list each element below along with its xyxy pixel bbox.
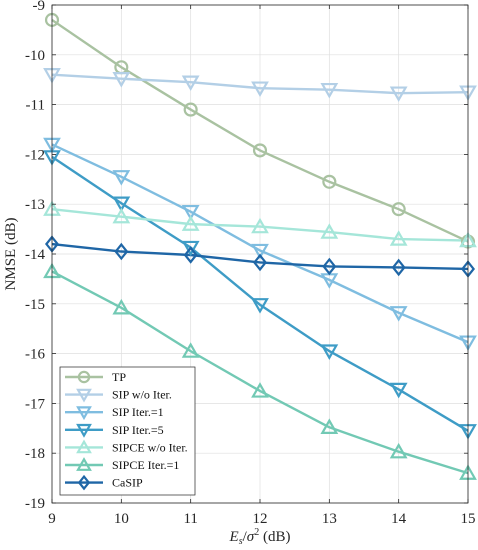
legend-marker — [77, 474, 91, 491]
series-line-6 — [51, 242, 469, 271]
data-point-s0-p5 — [391, 202, 406, 217]
data-point-s4-p5 — [389, 230, 408, 246]
legend-label: SIP Iter.=5 — [112, 423, 164, 437]
series-lines — [51, 18, 469, 475]
legend-label: SIPCE Iter.=1 — [112, 458, 179, 472]
data-point-s5-p5 — [389, 442, 408, 459]
data-point-s3-p4 — [320, 344, 339, 360]
x-tick-label: 11 — [183, 511, 197, 527]
x-tick-label: 13 — [322, 511, 337, 527]
data-point-s1-p3 — [251, 81, 269, 98]
data-point-s4-p3 — [251, 217, 269, 234]
x-tick-label: 14 — [391, 511, 407, 527]
y-tick-label: -14 — [25, 247, 45, 263]
data-point-s0-p3 — [252, 143, 268, 158]
x-label-var: E — [229, 529, 239, 545]
legend-label: SIP w/o Iter. — [112, 388, 172, 402]
data-point-s2-p5 — [389, 306, 408, 322]
legend-marker — [76, 439, 92, 454]
y-tick-label: -10 — [25, 48, 45, 64]
legend-label: TP — [112, 370, 126, 384]
legend-marker — [76, 423, 92, 438]
series-line-2 — [51, 143, 469, 344]
x-label-slash: / — [243, 529, 248, 545]
x-label-sup: 2 — [254, 527, 259, 538]
data-point-s5-p3 — [251, 382, 269, 398]
data-point-s6-p5 — [391, 258, 406, 277]
data-point-s4-p2 — [181, 215, 200, 231]
data-point-s1-p5 — [389, 86, 408, 103]
data-point-s5-p1 — [112, 298, 131, 315]
data-point-s0-p4 — [322, 174, 337, 189]
y-axis-ticks: -9 -10 -11 -12 -13 -14 -15 -16 -17 -18 -19 — [25, 0, 468, 512]
x-axis-label: Es/σ2 (dB) — [229, 527, 291, 547]
data-point-s1-p2 — [181, 75, 200, 92]
data-point-s2-p1 — [112, 170, 131, 186]
legend-label: SIP Iter.=1 — [112, 405, 164, 419]
data-point-s2-p3 — [251, 243, 269, 260]
series-line-5 — [51, 270, 469, 475]
legend-marker — [76, 406, 92, 421]
legend-label: SIPCE w/o Iter. — [112, 440, 188, 454]
data-point-s6-p1 — [114, 242, 129, 261]
y-tick-label: -13 — [25, 197, 45, 213]
y-tick-label: -12 — [25, 147, 45, 163]
legend-label: CaSIP — [112, 476, 143, 490]
x-tick-label: 9 — [48, 511, 56, 527]
y-tick-label: -17 — [25, 396, 45, 412]
data-point-s0-p2 — [183, 102, 198, 117]
x-axis-ticks: 9 10 11 12 13 14 15 — [48, 5, 476, 527]
data-point-s6-p3 — [252, 253, 268, 272]
y-tick-label: -11 — [26, 98, 45, 114]
series-line-4 — [51, 207, 469, 242]
data-point-s4-p4 — [320, 223, 339, 239]
data-point-s1-p1 — [112, 72, 131, 88]
y-tick-label: -19 — [25, 496, 45, 512]
series-line-3 — [51, 155, 469, 432]
y-tick-label: -16 — [25, 347, 45, 363]
y-tick-label: -18 — [25, 446, 45, 462]
series-line-0 — [51, 18, 469, 243]
x-label-unit: (dB) — [259, 529, 290, 545]
data-point-s5-p2 — [181, 342, 200, 358]
data-point-s3-p3 — [251, 298, 269, 314]
x-label-sym: σ — [247, 529, 255, 545]
data-point-s3-p1 — [112, 196, 131, 213]
x-tick-label: 15 — [461, 511, 476, 527]
y-axis-label: NMSE (dB) — [3, 218, 19, 291]
data-point-s4-p1 — [112, 207, 131, 224]
data-point-s6-p2 — [183, 246, 198, 264]
series-line-1 — [51, 73, 469, 95]
legend-marker — [77, 370, 91, 384]
legend-marker — [76, 457, 92, 471]
y-tick-label: -9 — [33, 0, 46, 14]
legend-marker — [76, 388, 92, 403]
data-point-s3-p5 — [389, 382, 408, 399]
x-tick-label: 10 — [114, 511, 129, 527]
x-tick-label: 12 — [253, 511, 268, 527]
data-point-s2-p2 — [181, 204, 200, 221]
y-tick-label: -15 — [25, 297, 45, 313]
x-label-sub: s — [239, 536, 243, 547]
legend: TP SIP w/o Iter. SIP Iter.=1 SIP Iter.=5 SIP… — [59, 366, 196, 496]
data-point-s6-p4 — [322, 257, 337, 276]
data-point-s5-p4 — [320, 418, 339, 435]
data-point-s1-p4 — [320, 82, 339, 99]
data-point-s3-p2 — [181, 240, 200, 257]
